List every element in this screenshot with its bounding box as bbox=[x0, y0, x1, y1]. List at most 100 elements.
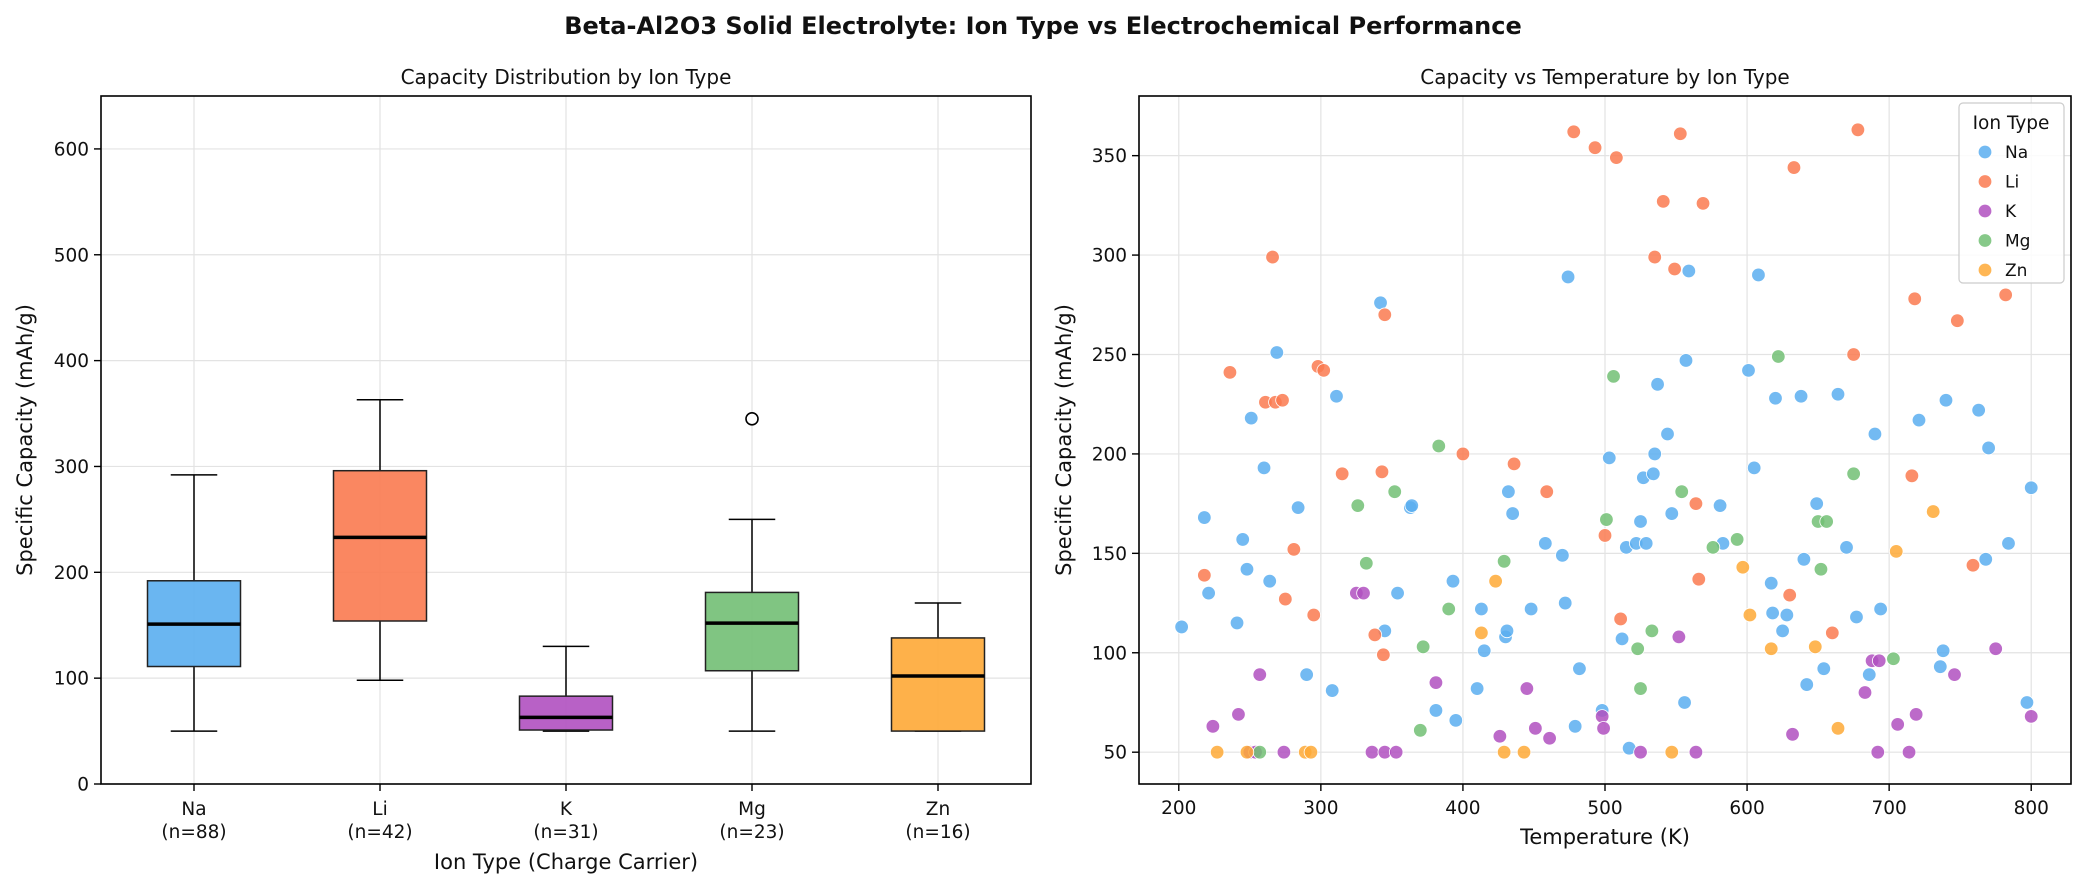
scatter-point-k bbox=[1594, 709, 1610, 724]
legend-marker bbox=[1977, 174, 1993, 189]
scatter-point-zn bbox=[1735, 560, 1751, 575]
scatter-y-tick-label: 250 bbox=[1092, 345, 1127, 366]
scatter-point-na bbox=[1329, 389, 1344, 404]
box-x-tick-label: Na bbox=[181, 799, 206, 820]
scatter-point-na bbox=[1796, 552, 1812, 567]
box-plot-ylabel: Specific Capacity (mAh/g) bbox=[13, 304, 37, 576]
legend-label: Zn bbox=[2005, 261, 2027, 281]
scatter-point-li bbox=[1667, 261, 1682, 277]
scatter-point-li bbox=[1850, 122, 1866, 138]
legend-marker bbox=[1977, 262, 1993, 278]
scatter-point-li bbox=[1695, 196, 1711, 211]
scatter-point-li bbox=[1265, 249, 1280, 265]
scatter-point-li bbox=[1691, 571, 1706, 587]
scatter-point-na bbox=[1239, 562, 1255, 577]
scatter-point-zn bbox=[1474, 625, 1489, 641]
scatter-point-na bbox=[1873, 601, 1888, 617]
scatter-point-na bbox=[1469, 681, 1485, 696]
scatter-point-li bbox=[1904, 468, 1920, 483]
scatter-point-na bbox=[1445, 573, 1461, 589]
scatter-x-tick-label: 200 bbox=[1161, 798, 1196, 819]
scatter-point-mg bbox=[1350, 498, 1365, 513]
scatter-point-na bbox=[1499, 623, 1515, 639]
scatter-point-li bbox=[1367, 627, 1383, 643]
scatter-series-na bbox=[1174, 263, 2039, 756]
scatter-point-li bbox=[1688, 496, 1704, 511]
scatter-point-k bbox=[1890, 717, 1905, 732]
scatter-point-zn bbox=[1516, 744, 1532, 760]
scatter-point-k bbox=[1901, 744, 1917, 760]
box-k bbox=[518, 645, 614, 732]
box-x-tick-label: Li bbox=[372, 799, 387, 820]
scatter-plot-ylabel: Specific Capacity (mAh/g) bbox=[1052, 304, 1076, 576]
scatter-point-li bbox=[1846, 347, 1861, 362]
scatter-point-mg bbox=[1729, 532, 1745, 547]
scatter-point-k bbox=[1870, 744, 1885, 760]
box-li bbox=[332, 399, 428, 682]
scatter-point-li bbox=[1597, 528, 1613, 543]
scatter-point-k bbox=[1276, 744, 1292, 760]
scatter-point-na bbox=[1201, 585, 1216, 601]
scatter-point-zn bbox=[1764, 641, 1779, 656]
scatter-point-mg bbox=[1705, 540, 1721, 555]
scatter-point-mg bbox=[1413, 723, 1428, 738]
scatter-point-k bbox=[1857, 685, 1873, 700]
scatter-point-mg bbox=[1387, 484, 1402, 499]
scatter-point-mg bbox=[1813, 562, 1829, 577]
scatter-point-zn bbox=[1808, 639, 1823, 654]
scatter-plot-title: Capacity vs Temperature by Ion Type bbox=[1420, 65, 1789, 89]
legend-marker bbox=[1977, 144, 1993, 160]
scatter-point-li bbox=[1907, 291, 1922, 307]
scatter-point-na bbox=[1448, 713, 1464, 728]
scatter-point-na bbox=[1741, 363, 1756, 378]
scatter-point-na bbox=[1911, 412, 1927, 428]
legend-item-k: K bbox=[1977, 202, 2017, 222]
scatter-point-mg bbox=[1633, 681, 1648, 696]
scatter-point-li bbox=[1377, 307, 1392, 322]
scatter-point-li bbox=[1998, 287, 2013, 303]
scatter-point-li bbox=[1609, 150, 1624, 165]
scatter-point-na bbox=[1501, 484, 1516, 499]
scatter-point-na bbox=[1428, 703, 1444, 718]
scatter-point-na bbox=[1404, 498, 1419, 513]
scatter-point-li bbox=[1275, 393, 1290, 408]
scatter-point-k bbox=[1519, 681, 1535, 696]
scatter-point-na bbox=[1978, 552, 1993, 567]
scatter-point-mg bbox=[1674, 484, 1689, 499]
scatter-series-mg bbox=[1252, 349, 1901, 760]
box-mg bbox=[704, 412, 800, 732]
scatter-point-mg bbox=[1644, 623, 1660, 639]
scatter-point-li bbox=[1306, 607, 1321, 623]
box-iqr bbox=[332, 469, 428, 622]
scatter-x-tick-label: 400 bbox=[1445, 798, 1480, 819]
box-iqr bbox=[704, 591, 800, 672]
scatter-point-li bbox=[1782, 587, 1797, 603]
box-x-count-label: (n=31) bbox=[533, 822, 598, 843]
scatter-point-na bbox=[1793, 389, 1809, 404]
scatter-plot-xlabel: Temperature (K) bbox=[1519, 825, 1690, 849]
scatter-point-li bbox=[1566, 124, 1581, 139]
scatter-point-na bbox=[1867, 426, 1883, 442]
scatter-point-li bbox=[1825, 625, 1840, 641]
scatter-point-li bbox=[1950, 313, 1965, 328]
legend-label: Mg bbox=[2005, 232, 2030, 252]
scatter-point-mg bbox=[1846, 466, 1861, 482]
scatter-point-na bbox=[1933, 659, 1948, 674]
box-x-count-label: (n=23) bbox=[719, 822, 784, 843]
box-x-tick-label: Zn bbox=[926, 799, 950, 820]
scatter-point-zn bbox=[1239, 744, 1255, 760]
figure-suptitle: Beta-Al2O3 Solid Electrolyte: Ion Type v… bbox=[564, 12, 1522, 40]
box-x-tick-label: K bbox=[560, 799, 573, 820]
scatter-point-k bbox=[1947, 667, 1962, 682]
legend-item-mg: Mg bbox=[1977, 232, 2030, 252]
legend-marker bbox=[1977, 203, 1993, 219]
scatter-y-tick-label: 50 bbox=[1103, 743, 1127, 764]
box-plot-panel: Capacity Distribution by Ion Type 0 100 20… bbox=[13, 65, 1032, 874]
legend-marker bbox=[1977, 233, 1993, 248]
scatter-point-na bbox=[1235, 532, 1250, 547]
scatter-point-na bbox=[1633, 514, 1648, 529]
scatter-point-zn bbox=[1496, 744, 1512, 760]
scatter-point-li bbox=[1539, 484, 1554, 499]
box-y-tick-label: 400 bbox=[54, 351, 89, 372]
